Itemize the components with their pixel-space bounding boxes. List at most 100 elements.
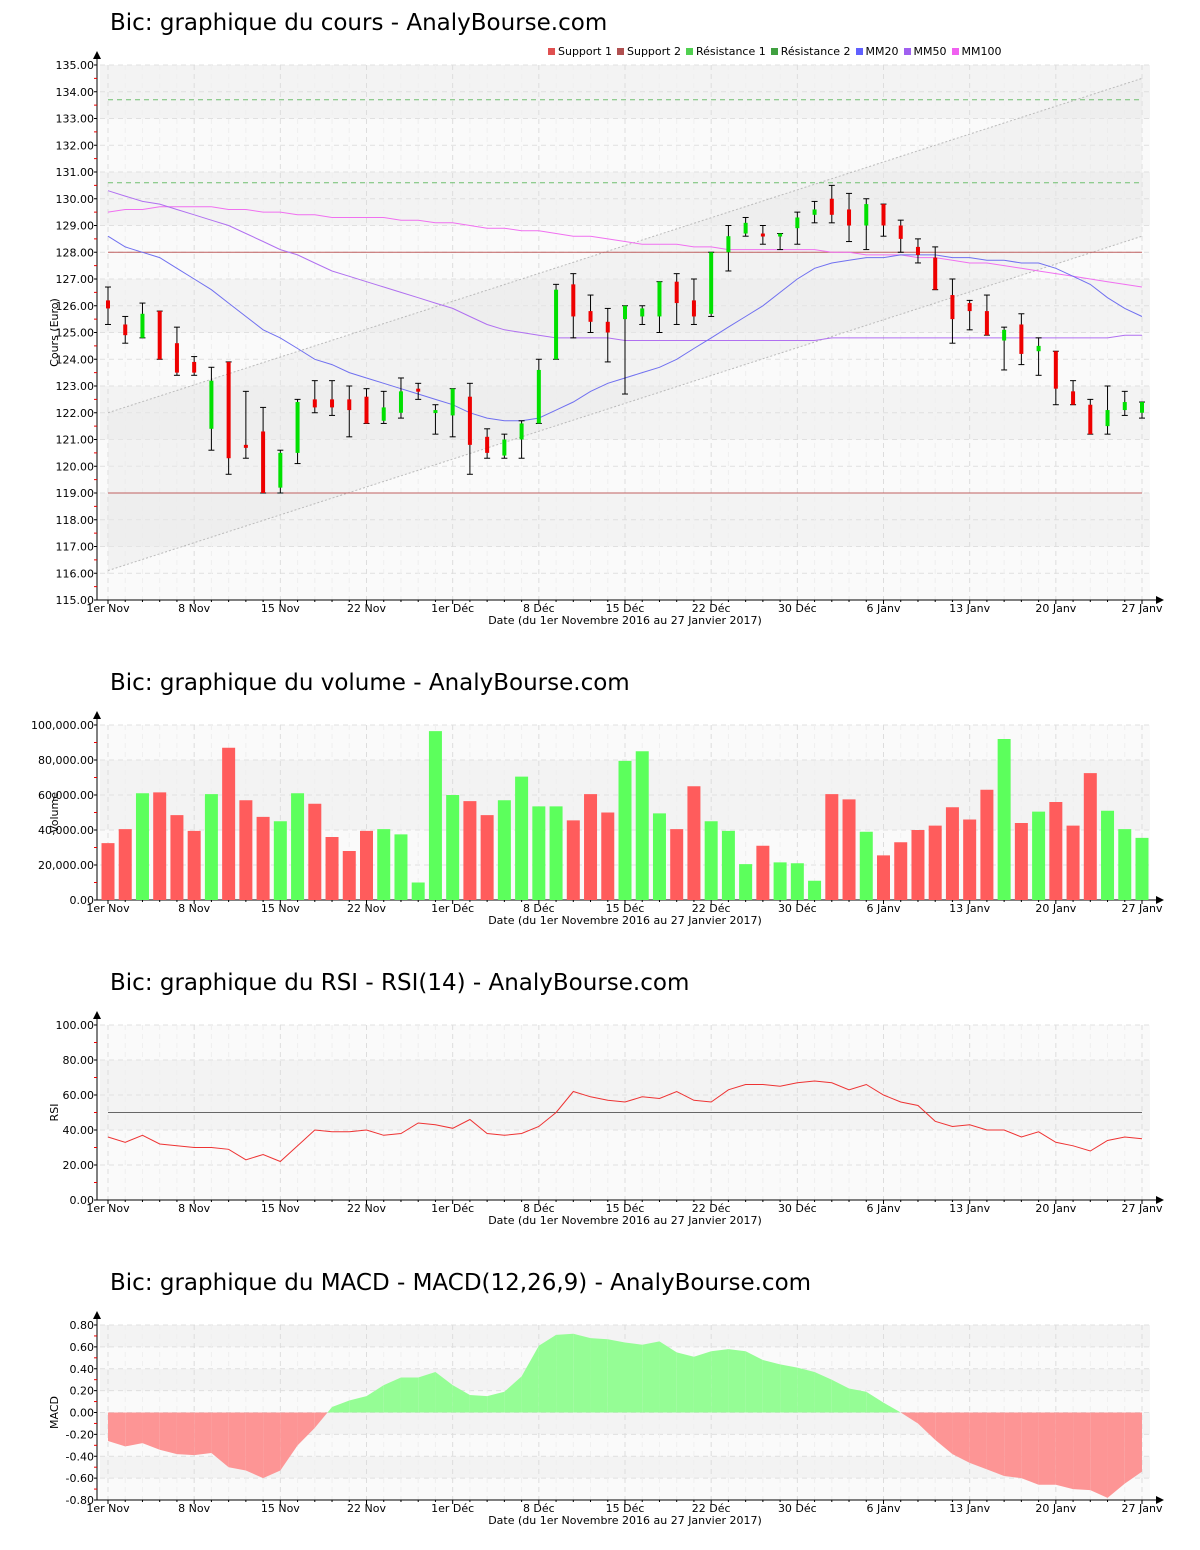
- price-chart-title: Bic: graphique du cours - AnalyBourse.co…: [110, 10, 608, 36]
- y-tick-label: 130.00: [56, 193, 95, 206]
- volume-bar: [549, 806, 563, 900]
- legend-label: MM50: [913, 45, 947, 58]
- volume-bar: [377, 829, 391, 900]
- candle: [983, 294, 990, 336]
- volume-bar: [1014, 823, 1028, 900]
- x-tick-label: 1er Déc: [431, 1502, 474, 1515]
- legend-swatch-icon: [855, 48, 863, 55]
- x-tick-label: 13 Janv: [949, 602, 990, 615]
- volume-bar: [980, 789, 994, 900]
- macd-area: [1107, 1412, 1125, 1498]
- macd-area: [245, 1412, 264, 1479]
- macd-area: [849, 1388, 867, 1413]
- macd-area: [400, 1377, 419, 1413]
- y-tick-label: 128.00: [56, 246, 95, 259]
- x-tick-label: 6 Janv: [867, 1502, 901, 1515]
- macd-area: [228, 1412, 246, 1471]
- volume-bar: [945, 807, 959, 900]
- volume-bar: [790, 863, 804, 900]
- candle: [208, 366, 215, 451]
- volume-bar: [601, 812, 615, 900]
- volume-bar: [842, 799, 856, 900]
- candle: [1104, 385, 1111, 435]
- x-tick-label: 27 Janv: [1122, 602, 1163, 615]
- volume-bar: [618, 760, 632, 900]
- price-chart: 115.00 116.00 117.00 118.00 119.00 120.00 121.…: [48, 51, 1164, 627]
- volume-bar: [1049, 802, 1063, 900]
- candle: [225, 361, 232, 475]
- y-tick-label: 117.00: [56, 541, 95, 554]
- x-tick-label: 13 Janv: [949, 1202, 990, 1215]
- x-tick-label: 20 Janv: [1035, 1502, 1076, 1515]
- volume-bar: [187, 830, 201, 900]
- volume-bar: [652, 813, 666, 900]
- candle: [518, 420, 525, 459]
- legend-swatch-icon: [951, 48, 959, 55]
- x-tick-label: 1er Nov: [86, 902, 130, 915]
- x-tick-label: 15 Déc: [606, 1202, 645, 1215]
- candle: [949, 278, 956, 344]
- candle: [966, 299, 973, 331]
- x-tick-label: 1er Déc: [431, 1202, 474, 1215]
- y-axis-arrow-icon: [93, 711, 101, 719]
- macd-area: [883, 1402, 901, 1413]
- macd-area: [728, 1349, 746, 1413]
- candle: [639, 305, 646, 325]
- y-tick-label: 100,000.00: [31, 719, 94, 732]
- y-tick-label: 127.00: [56, 273, 95, 286]
- candle: [1139, 401, 1145, 419]
- macd-area: [418, 1372, 436, 1413]
- macd-area: [327, 1407, 333, 1413]
- candle: [553, 283, 560, 360]
- macd-area: [590, 1338, 608, 1413]
- macd-area: [1073, 1412, 1091, 1491]
- x-tick-label: 8 Déc: [523, 902, 555, 915]
- macd-area: [780, 1364, 798, 1413]
- x-tick-label: 8 Déc: [523, 602, 555, 615]
- x-tick-label: 8 Nov: [178, 602, 210, 615]
- candle: [173, 326, 180, 376]
- legend-item: Résistance 1: [685, 45, 766, 58]
- macd-area: [142, 1412, 160, 1450]
- candle: [156, 310, 163, 360]
- x-tick-label: 8 Déc: [523, 1502, 555, 1515]
- y-tick-label: 125.00: [56, 327, 95, 340]
- volume-bar: [963, 819, 977, 900]
- mm100-line: [107, 206, 1143, 288]
- volume-bar: [428, 731, 442, 900]
- y-tick-label: -0.40: [66, 1450, 94, 1463]
- candle: [294, 398, 301, 465]
- x-tick-label: 8 Nov: [178, 1502, 210, 1515]
- volume-bar: [1135, 837, 1149, 900]
- candle: [742, 216, 749, 237]
- volume-bar: [635, 751, 649, 900]
- candle: [863, 198, 870, 251]
- x-tick-label: 30 Déc: [778, 1202, 817, 1215]
- macd-area: [176, 1412, 195, 1456]
- y-tick-label: 40,000.00: [38, 824, 94, 837]
- y-tick-label: 134.00: [56, 86, 95, 99]
- volume-bar: [808, 880, 822, 900]
- volume-bar: [877, 855, 890, 900]
- y-tick-label: 120.00: [56, 460, 95, 473]
- x-tick-label: 15 Nov: [261, 602, 300, 615]
- candle: [1018, 313, 1025, 366]
- candle: [484, 428, 491, 459]
- macd-area: [1021, 1412, 1039, 1485]
- y-axis-arrow-icon: [93, 51, 101, 59]
- volume-bar: [204, 794, 218, 900]
- macd-chart-title: Bic: graphique du MACD - MACD(12,26,9) -…: [110, 1270, 812, 1296]
- x-tick-label: 22 Déc: [692, 902, 731, 915]
- volume-bar: [480, 815, 494, 900]
- y-axis-arrow-icon: [93, 1311, 101, 1319]
- x-tick-label: 8 Nov: [178, 1202, 210, 1215]
- x-tick-label: 15 Déc: [606, 1502, 645, 1515]
- candle: [535, 358, 542, 424]
- legend-item: MM100: [951, 45, 1001, 58]
- legend-item: Résistance 2: [770, 45, 851, 58]
- volume-bar: [135, 793, 149, 900]
- y-tick-label: 0.80: [70, 1319, 95, 1332]
- x-tick-label: 22 Nov: [347, 1202, 386, 1215]
- candle: [363, 388, 370, 424]
- y-tick-label: 0.00: [70, 1407, 95, 1420]
